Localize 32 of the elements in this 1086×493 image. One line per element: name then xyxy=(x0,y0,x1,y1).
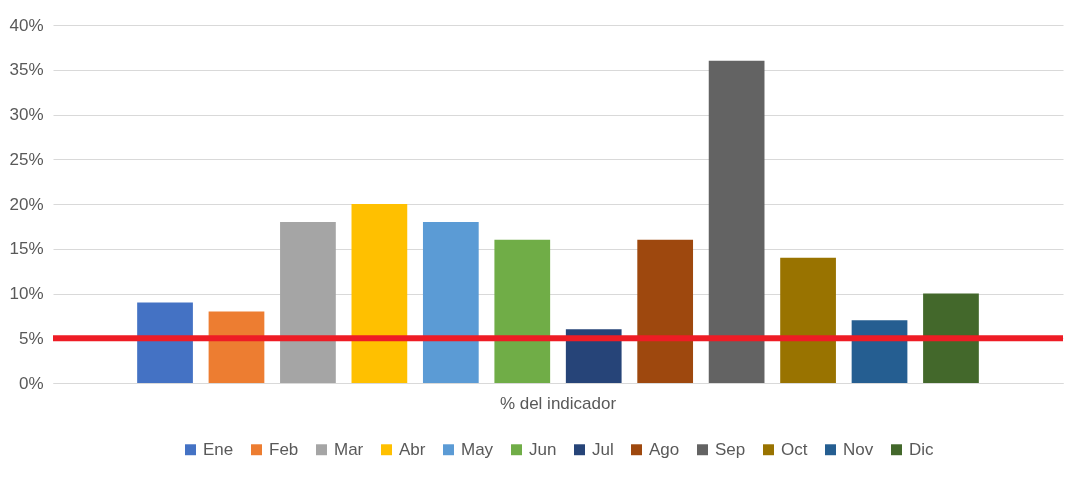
legend-label: Nov xyxy=(843,439,874,459)
y-tick-label: 20% xyxy=(9,194,44,214)
y-tick-label: 10% xyxy=(9,284,44,303)
x-tick-label: % del indicador xyxy=(499,393,617,413)
legend-label: Ene xyxy=(203,439,234,459)
legend-label: Ago xyxy=(649,439,680,459)
legend-label: Sep xyxy=(715,439,746,459)
legend-label: Mar xyxy=(334,439,364,459)
y-tick-label: 0% xyxy=(18,373,44,393)
y-tick-label: 35% xyxy=(9,60,44,80)
y-tick-label: 15% xyxy=(9,239,44,259)
bar xyxy=(708,60,765,383)
bar xyxy=(280,221,336,383)
bar xyxy=(637,239,694,383)
y-tick-label: 25% xyxy=(9,149,44,169)
legend-label: Abr xyxy=(399,439,426,459)
legend-label: Feb xyxy=(269,439,299,459)
y-tick-label: 40% xyxy=(9,15,44,35)
bar xyxy=(494,239,551,383)
bar xyxy=(923,293,979,383)
bar xyxy=(208,311,265,383)
bar xyxy=(351,204,408,383)
legend-label: Jul xyxy=(592,439,614,459)
legend-label: May xyxy=(461,439,494,459)
bar xyxy=(780,257,836,383)
legend-label: Dic xyxy=(909,439,935,459)
y-tick-label: 30% xyxy=(9,105,44,124)
y-tick-label: 5% xyxy=(18,328,44,348)
bar xyxy=(422,221,479,383)
legend-label: Oct xyxy=(781,439,808,459)
legend-label: Jun xyxy=(529,439,557,459)
bar xyxy=(137,302,193,383)
